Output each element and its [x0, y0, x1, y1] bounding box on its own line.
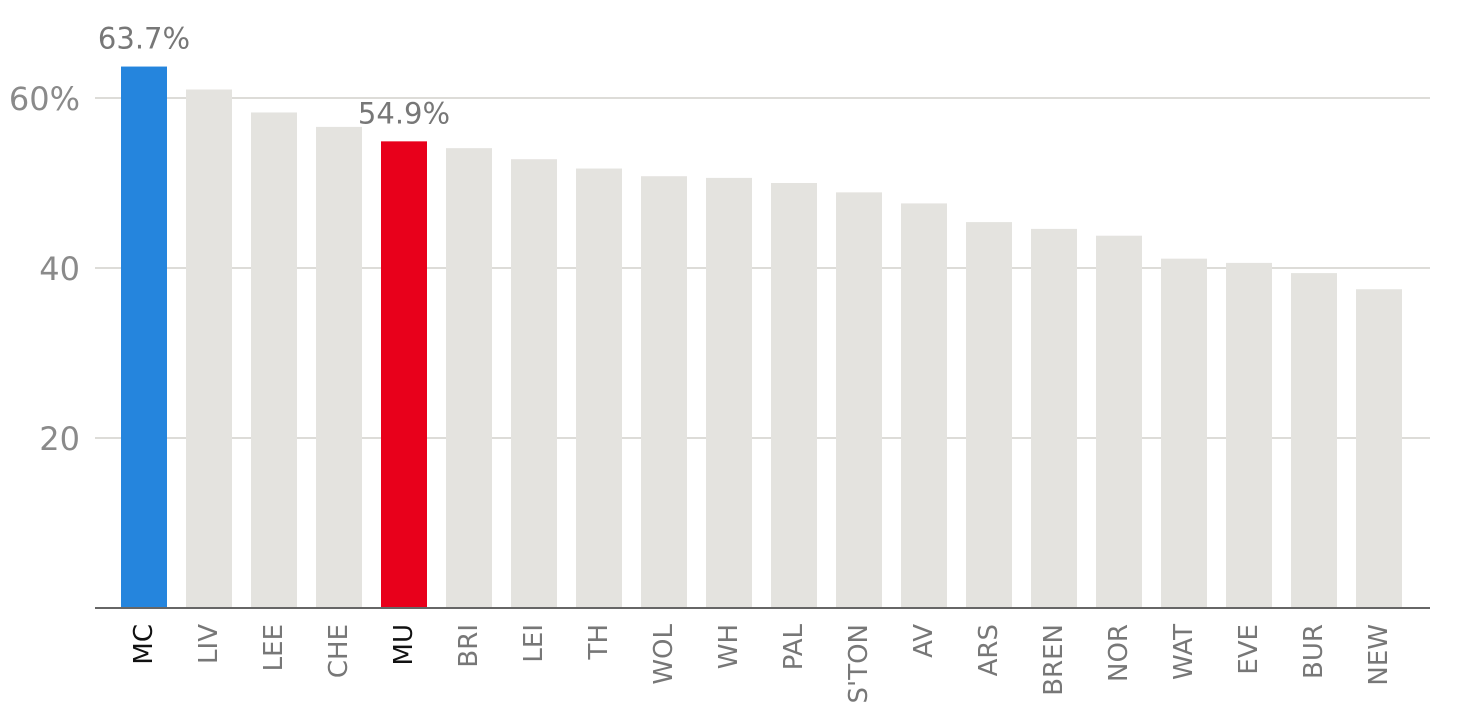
x-tick-label-eve: EVE [1234, 624, 1264, 675]
x-tick-label-lei: LEI [519, 624, 549, 663]
bar-th [576, 168, 622, 609]
y-tick-label-40: 40 [39, 250, 80, 288]
x-tick-label-nor: NOR [1104, 624, 1134, 682]
bar-wol [641, 176, 687, 608]
bar-nor [1096, 235, 1142, 608]
bars [121, 66, 1402, 609]
bar-che [316, 126, 362, 609]
x-tick-label-wol: WOL [649, 623, 679, 684]
x-tick-label-th: TH [584, 624, 614, 660]
data-labels: 63.7% 54.9% [98, 22, 450, 131]
bar-mc [121, 66, 167, 609]
y-tick-label-20: 20 [39, 420, 80, 458]
bar-mu [381, 141, 427, 608]
bar-bren [1031, 228, 1077, 608]
x-tick-label-che: CHE [324, 624, 354, 678]
bar-wat [1161, 258, 1207, 608]
x-tick-label-av: AV [909, 624, 939, 658]
bar-bur [1291, 273, 1337, 608]
bar-lee [251, 112, 297, 608]
x-tick-label-new: NEW [1364, 624, 1394, 686]
y-axis-ticks: 20 40 60% [9, 80, 80, 458]
x-tick-label-liv: LIV [194, 624, 224, 664]
x-tick-label-mc: MC [129, 624, 159, 665]
data-label-mu: 54.9% [358, 96, 450, 130]
x-tick-label-s-ton: S'TON [844, 624, 874, 703]
x-tick-label-wat: WAT [1169, 624, 1199, 680]
x-tick-label-lee: LEE [259, 624, 289, 671]
data-label-mc: 63.7% [98, 22, 190, 56]
bar-bri [446, 148, 492, 608]
x-tick-label-mu: MU [389, 624, 419, 665]
bar-av [901, 203, 947, 608]
bar-new [1356, 289, 1402, 608]
bar-liv [186, 89, 232, 608]
bar-ars [966, 222, 1012, 608]
x-tick-label-bur: BUR [1299, 624, 1329, 679]
x-tick-label-bren: BREN [1039, 624, 1069, 696]
x-tick-label-pal: PAL [779, 623, 809, 670]
bar-s-ton [836, 192, 882, 608]
x-tick-label-wh: WH [714, 624, 744, 669]
x-tick-label-ars: ARS [974, 624, 1004, 676]
bar-wh [706, 177, 752, 608]
x-tick-label-bri: BRI [454, 624, 484, 668]
bar-eve [1226, 262, 1272, 608]
bar-lei [511, 159, 557, 608]
x-axis-ticks: MC LIV LEE CHE MU BRI LEI TH WOL WH PAL S'TON AV ARS B… [129, 623, 1394, 703]
bar-pal [771, 183, 817, 608]
y-tick-label-60: 60% [9, 80, 80, 118]
